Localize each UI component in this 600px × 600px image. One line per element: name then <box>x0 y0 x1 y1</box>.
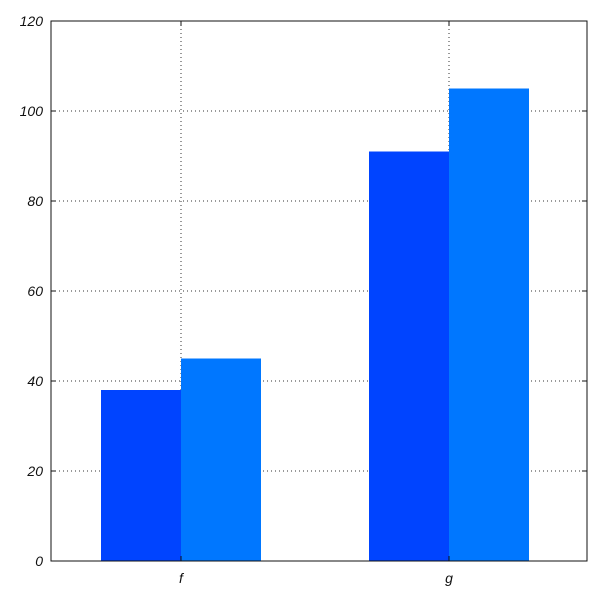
x-tick-label: g <box>445 570 453 586</box>
bar-g-series-1 <box>369 151 449 561</box>
bar-f-series-1 <box>101 390 181 561</box>
y-tick-label: 80 <box>27 193 43 209</box>
bars <box>101 88 529 561</box>
y-tick-label: 120 <box>20 13 44 29</box>
bar-f-series-2 <box>181 358 261 561</box>
y-tick-label: 20 <box>26 463 43 479</box>
y-tick-label: 40 <box>27 373 43 389</box>
bar-g-series-2 <box>449 88 529 561</box>
x-tick-label: f <box>179 570 185 586</box>
grid-lines <box>51 21 587 561</box>
y-tick-label: 60 <box>27 283 43 299</box>
y-axis-ticks: 0 20 40 60 80 100 120 <box>20 13 587 569</box>
y-tick-label: 100 <box>20 103 44 119</box>
y-tick-label: 0 <box>35 553 43 569</box>
